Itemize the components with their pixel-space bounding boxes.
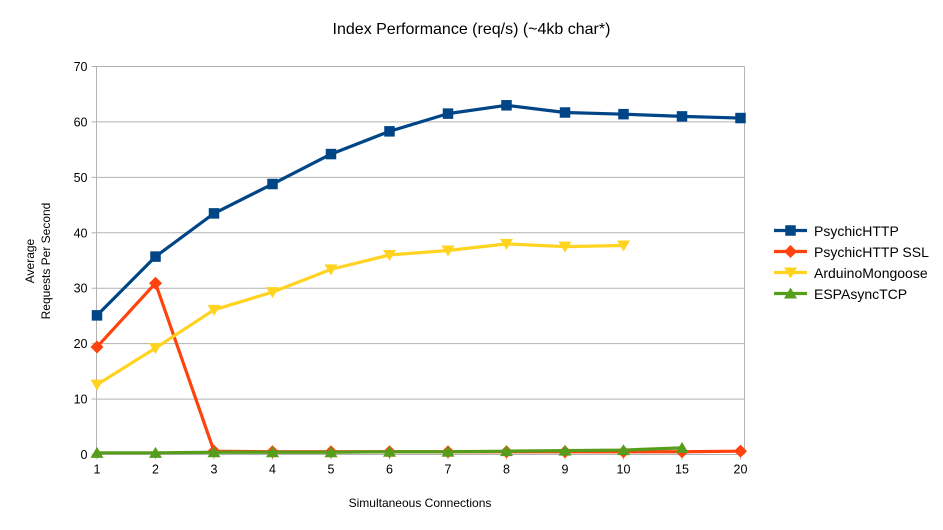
x-tick-label: 6	[386, 463, 393, 477]
marker-psychichttp-ssl	[90, 340, 104, 354]
marker-psychichttp	[325, 148, 337, 160]
marker-arduinomongoose	[266, 287, 279, 299]
marker-psychichttp	[501, 100, 512, 111]
marker-psychichttp-ssl	[734, 444, 747, 458]
series-line-psychichttp-ssl	[95, 281, 743, 454]
marker-arduinomongoose	[383, 249, 396, 261]
marker-arduinomongoose	[617, 240, 630, 252]
marker-psychichttp	[208, 208, 220, 219]
x-tick-label: 3	[211, 463, 218, 477]
legend-label: PsychicHTTP	[814, 222, 899, 239]
marker-psychichttp-ssl	[149, 276, 162, 290]
legend-item-psychichttp-ssl: PsychicHTTP SSL	[773, 241, 929, 262]
marker-espasynctcp	[617, 444, 630, 456]
x-tick-label: 4	[269, 463, 276, 477]
marker-espasynctcp	[90, 446, 104, 458]
x-tick-label: 20	[734, 463, 748, 477]
chart-title: Index Performance (req/s) (~4kb char*)	[332, 21, 611, 38]
marker-espasynctcp	[207, 446, 221, 458]
marker-psychichttp	[267, 178, 278, 190]
legend-label: PsychicHTTP SSL	[814, 243, 929, 260]
y-tick-label: 30	[74, 282, 88, 296]
marker-arduinomongoose	[500, 238, 513, 250]
x-tick-label: 10	[617, 463, 631, 477]
x-tick-label: 7	[445, 463, 452, 477]
x-tick-label: 9	[562, 463, 569, 477]
legend-marker-triangle-down-icon	[774, 267, 807, 279]
marker-arduinomongoose	[324, 264, 338, 276]
x-axis-title: Simultaneous Connections	[348, 496, 492, 510]
series-line-arduinomongoose	[95, 242, 626, 387]
marker-espasynctcp	[558, 444, 572, 456]
marker-psychichttp	[559, 107, 571, 118]
legend-marker-diamond-icon	[774, 245, 807, 258]
marker-arduinomongoose	[149, 343, 162, 355]
legend-marker-triangle-up-icon	[774, 287, 807, 299]
legend: PsychicHTTP PsychicHTTP SSL ArduinoMongoos…	[773, 220, 929, 304]
marker-arduinomongoose	[90, 379, 104, 391]
legend-item-psychichttp: PsychicHTTP	[773, 220, 929, 241]
marker-arduinomongoose	[207, 304, 221, 316]
marker-arduinomongoose	[558, 241, 572, 253]
legend-item-arduinomongoose: ArduinoMongoose	[773, 262, 929, 283]
marker-psychichttp	[150, 251, 161, 262]
marker-arduinomongoose	[441, 245, 455, 257]
y-tick-label: 20	[74, 337, 88, 351]
x-tick-label: 2	[152, 463, 159, 477]
marker-psychichttp	[384, 126, 395, 137]
marker-espasynctcp	[266, 446, 279, 458]
marker-espasynctcp	[324, 446, 338, 458]
y-tick-label: 70	[74, 60, 88, 74]
marker-espasynctcp	[675, 441, 689, 453]
legend-marker-square	[785, 225, 796, 236]
marker-psychichttp	[676, 111, 688, 122]
y-tick-label: 60	[74, 115, 88, 129]
y-tick-label: 40	[74, 226, 88, 240]
x-tick-label: 5	[328, 463, 335, 477]
legend-marker-triangle-up	[784, 287, 797, 299]
legend-item-espasynctcp: ESPAsyncTCP	[773, 283, 929, 304]
marker-espasynctcp	[383, 445, 396, 457]
y-tick-label: 0	[81, 448, 88, 462]
x-tick-label: 8	[503, 463, 510, 477]
legend-marker-square-icon	[774, 225, 807, 236]
marker-espasynctcp	[500, 445, 513, 457]
x-tick-label: 1	[94, 463, 101, 477]
marker-psychichttp	[618, 108, 629, 120]
legend-label: ArduinoMongoose	[814, 264, 928, 281]
marker-psychichttp	[735, 112, 746, 124]
x-tick-label: 15	[675, 463, 689, 477]
legend-marker-triangle-down	[784, 267, 797, 279]
legend-label: ESPAsyncTCP	[814, 285, 908, 302]
marker-psychichttp	[442, 108, 454, 119]
marker-espasynctcp	[149, 446, 162, 458]
y-tick-label: 50	[74, 171, 88, 185]
legend-marker-diamond	[784, 245, 797, 258]
y-tick-label: 10	[74, 393, 88, 407]
marker-psychichttp	[91, 310, 103, 321]
series-line-psychichttp	[95, 103, 743, 317]
marker-espasynctcp	[441, 445, 455, 457]
